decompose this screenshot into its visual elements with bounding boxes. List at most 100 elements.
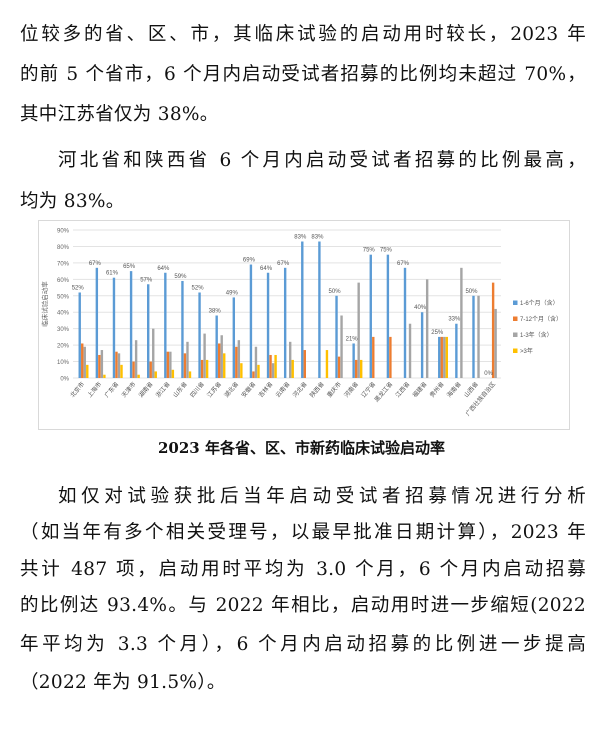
data-label: 83%: [294, 235, 307, 241]
data-label: 75%: [380, 248, 393, 254]
bar: [237, 340, 241, 378]
bar: [240, 363, 243, 378]
bar: [120, 364, 123, 378]
bar: [291, 359, 294, 378]
data-label: 0%: [484, 371, 493, 377]
paragraph-3-line-2: （如当年有多个相关受理号，以最早批准日期计算），2023 年: [20, 522, 586, 543]
x-tick-label: 河北省: [291, 380, 309, 399]
x-tick-label: 黑龙江省: [373, 380, 395, 404]
x-tick-label: 广西壮族自治区: [464, 380, 497, 417]
bar: [494, 308, 497, 378]
data-label: 64%: [260, 266, 273, 272]
bar: [188, 371, 192, 378]
bar: [181, 280, 184, 378]
bar: [372, 336, 375, 378]
data-label: 50%: [465, 289, 478, 295]
data-label: 83%: [311, 235, 324, 241]
legend-label: 1-6个月（含）: [520, 299, 559, 307]
data-label: 65%: [123, 264, 136, 270]
legend-swatch: [513, 332, 518, 337]
bar: [235, 346, 238, 378]
bar: [445, 336, 448, 378]
bar: [443, 336, 446, 378]
bar: [269, 354, 272, 378]
x-tick-label: 云南省: [274, 380, 292, 399]
x-tick-label: 河南省: [342, 380, 360, 399]
bar: [117, 353, 121, 378]
bar: [86, 364, 89, 378]
paragraph-3-line-6: （2022 年为 91.5%）。: [20, 672, 226, 693]
bar: [389, 336, 392, 378]
chart-caption: 2023 年各省、区、市新药临床试验启动率: [158, 439, 445, 457]
legend-label: >3年: [520, 347, 533, 355]
bar: [491, 282, 495, 378]
bar: [169, 351, 172, 378]
y-tick-label: 20%: [57, 344, 70, 350]
bar: [137, 374, 140, 378]
bar: [325, 350, 329, 378]
data-label: 25%: [431, 330, 444, 336]
bar: [337, 356, 341, 378]
y-axis-label: 临床试验启动率: [40, 281, 49, 327]
bar: [318, 241, 321, 378]
x-tick-label: 山东省: [171, 380, 189, 399]
bar: [152, 328, 155, 378]
data-label: 40%: [414, 305, 427, 311]
bar: [472, 295, 475, 378]
data-label: 21%: [346, 336, 359, 342]
province-start-rate-chart: 0% 10% 20% 30% 40% 50% 60% 70% 80% 90% 临床试验启动率 52% 北…: [38, 220, 570, 430]
y-tick-label: 0%: [60, 377, 69, 383]
bar: [134, 340, 138, 378]
bar: [266, 272, 270, 378]
data-label: 61%: [106, 271, 119, 277]
bar: [98, 354, 101, 378]
paragraph-2-line-1: 河北省和陕西省 6 个月内启动受试者招募的比例最高，: [58, 150, 586, 171]
bar: [132, 361, 135, 378]
y-tick-label: 10%: [57, 360, 70, 366]
paragraph-3-line-4: 的比例达 93.4%。与 2022 年相比，启动用时进一步缩短(2022: [20, 595, 586, 616]
bar: [354, 359, 358, 378]
x-tick-label: 陕西省: [308, 380, 326, 399]
bar: [425, 279, 429, 378]
legend-swatch: [513, 316, 518, 321]
data-label: 49%: [226, 290, 239, 296]
bar: [220, 335, 223, 378]
legend-swatch: [513, 348, 518, 353]
data-label: 67%: [397, 261, 410, 267]
x-tick-label: 江西省: [394, 380, 412, 399]
bar: [232, 297, 236, 378]
bar: [352, 343, 355, 378]
bar: [408, 323, 412, 378]
x-tick-label: 山西省: [462, 380, 480, 399]
bar: [254, 346, 258, 378]
x-tick-label: 贵州省: [428, 380, 446, 399]
bar: [205, 359, 209, 378]
x-tick-label: 湖北省: [222, 380, 240, 399]
data-label: 33%: [448, 317, 461, 323]
x-tick-label: 福建省: [411, 380, 429, 399]
bar: [81, 343, 84, 378]
data-label: 57%: [140, 277, 153, 283]
data-label: 67%: [89, 261, 102, 267]
bar: [369, 254, 372, 378]
bar: [477, 295, 480, 378]
paragraph-1-line-3: 其中江苏省仅为 38%。: [20, 104, 219, 125]
bar: [460, 267, 463, 378]
data-label: 75%: [363, 248, 376, 254]
data-label: 64%: [157, 266, 170, 272]
x-tick-label: 江苏省: [205, 380, 223, 399]
data-label: 59%: [174, 274, 187, 280]
bar: [386, 254, 390, 378]
bar: [149, 361, 152, 378]
bar: [112, 277, 116, 378]
bar: [438, 336, 441, 378]
data-label: 52%: [72, 285, 85, 291]
y-tick-label: 60%: [57, 278, 70, 284]
bar: [164, 272, 167, 378]
data-label: 38%: [209, 309, 222, 315]
y-tick-label: 40%: [57, 311, 70, 317]
x-tick-label: 重庆市: [325, 380, 343, 399]
bar: [271, 363, 275, 378]
y-tick-label: 70%: [57, 261, 70, 267]
bar: [301, 241, 304, 378]
